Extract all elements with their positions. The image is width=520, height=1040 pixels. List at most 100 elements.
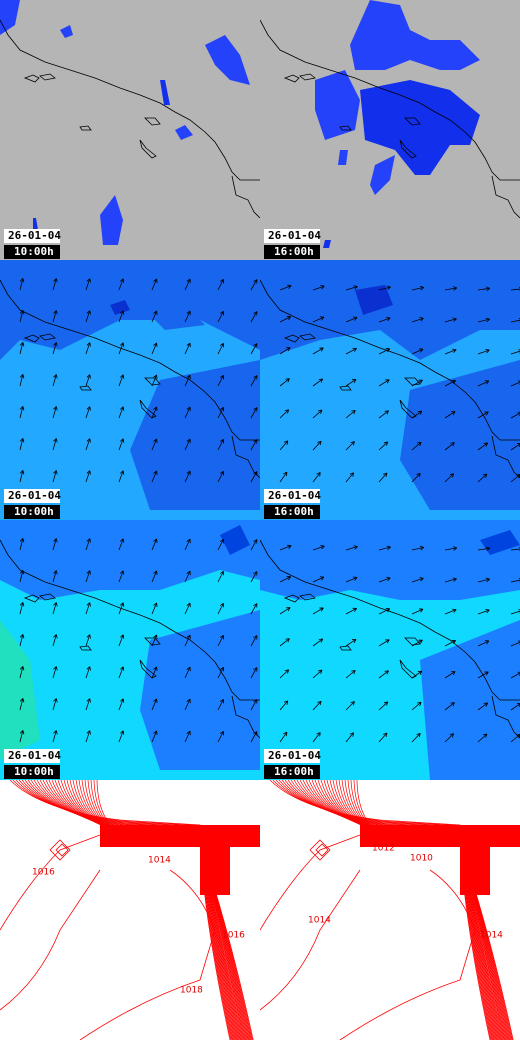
wind-arrow-head xyxy=(286,576,292,581)
wind-arrow-head xyxy=(353,545,358,550)
wind-arrow-head xyxy=(485,546,491,552)
wind-arrow xyxy=(151,310,157,323)
field-area xyxy=(350,0,480,70)
wind-arrow xyxy=(118,570,124,583)
island xyxy=(139,659,157,679)
wind-arrow xyxy=(118,438,124,451)
wind-arrow xyxy=(477,547,490,551)
field-area xyxy=(480,530,520,555)
wind-arrow xyxy=(52,538,57,551)
wind-arrow xyxy=(250,571,258,583)
island xyxy=(299,593,316,601)
island xyxy=(404,637,421,646)
wind-arrow-head xyxy=(53,310,58,315)
wind-arrow xyxy=(118,470,124,483)
wind-arrow xyxy=(411,317,424,323)
wind-arrow-head xyxy=(86,342,91,347)
wind-arrow-head xyxy=(186,634,191,640)
wind-arrow xyxy=(184,634,191,647)
wind-arrow-head xyxy=(186,438,191,444)
wind-arrow xyxy=(151,666,157,679)
wind-arrow xyxy=(378,348,390,355)
wind-arrow-head xyxy=(253,603,258,608)
wind-arrow xyxy=(411,410,423,419)
wind-arrow xyxy=(250,311,258,323)
island xyxy=(144,117,161,126)
field-area xyxy=(420,620,520,780)
wind-arrow-head xyxy=(417,410,423,415)
coastline xyxy=(260,19,520,219)
wind-arrow xyxy=(85,730,91,743)
wind-arrow-head xyxy=(353,316,358,321)
wind-arrow xyxy=(312,732,321,743)
wind-arrow-head xyxy=(219,570,224,576)
wind-arrow-head xyxy=(418,608,424,613)
wind-arrow xyxy=(510,381,520,387)
wind-arrow xyxy=(510,319,520,323)
wind-arrow-head xyxy=(86,666,91,671)
wind-arrow-head xyxy=(153,570,158,575)
wind-arrow-head xyxy=(86,538,91,543)
wind-arrow xyxy=(85,666,91,679)
wind-arrow xyxy=(312,472,321,483)
isobar xyxy=(260,869,361,1011)
wind-arrow-head xyxy=(452,317,457,322)
wind-arrow-head xyxy=(153,634,158,639)
isobar-label: 1014 xyxy=(148,856,171,866)
wind-arrow xyxy=(217,375,224,387)
wind-arrow xyxy=(19,342,24,355)
wind-arrow xyxy=(312,700,322,711)
wind-arrow xyxy=(250,439,258,451)
wind-arrow-head xyxy=(19,406,25,411)
wind-arrow-head xyxy=(385,608,391,613)
island xyxy=(39,73,56,81)
wind-arrow-head xyxy=(19,470,25,475)
wind-arrow-head xyxy=(253,343,258,348)
field-area xyxy=(130,360,260,510)
wind-arrow-head xyxy=(219,698,224,704)
wind-arrow xyxy=(345,577,358,583)
wind-arrow xyxy=(85,374,91,387)
wind-arrow xyxy=(52,602,57,615)
wind-arrow xyxy=(345,639,357,647)
wind-arrow-head xyxy=(53,278,58,283)
wind-arrow xyxy=(378,546,391,551)
wind-arrow-head xyxy=(153,666,158,671)
island xyxy=(339,125,352,131)
time-box xyxy=(4,245,60,259)
wind-arrow xyxy=(118,342,124,355)
isobar-band xyxy=(100,825,260,847)
island xyxy=(283,334,300,343)
wind-arrow-head xyxy=(119,730,125,735)
wind-arrow xyxy=(444,578,457,583)
island xyxy=(299,333,316,341)
time-label: 16:00h xyxy=(274,765,314,778)
wind-arrow xyxy=(345,441,355,451)
wind-arrow-head xyxy=(318,378,324,383)
wind-arrow-head xyxy=(119,374,125,379)
wind-arrow-head xyxy=(119,698,125,703)
island xyxy=(299,73,316,81)
wind-arrow xyxy=(19,666,24,679)
wind-arrow-head xyxy=(19,278,25,283)
wind-arrow-head xyxy=(285,638,290,643)
wind-arrow-head xyxy=(283,471,288,477)
wind-arrow xyxy=(345,472,354,483)
wind-arrow-head xyxy=(286,607,291,612)
wind-arrow-head xyxy=(452,577,457,582)
wind-arrow-head xyxy=(417,441,422,447)
wind-arrow xyxy=(184,698,191,711)
wind-arrow xyxy=(85,342,91,355)
wind-arrow-head xyxy=(451,640,457,645)
island xyxy=(404,117,421,126)
field-area xyxy=(60,25,73,38)
wind-arrow-head xyxy=(186,342,191,348)
wind-arrow xyxy=(345,607,357,615)
wind-arrow-head xyxy=(253,311,258,316)
time-label: 10:00h xyxy=(14,245,54,258)
wind-arrow-head xyxy=(386,316,391,322)
wind-arrow-head xyxy=(485,608,490,614)
coastline xyxy=(0,19,260,219)
wind-arrow-head xyxy=(416,472,421,478)
wind-arrow xyxy=(411,441,422,451)
